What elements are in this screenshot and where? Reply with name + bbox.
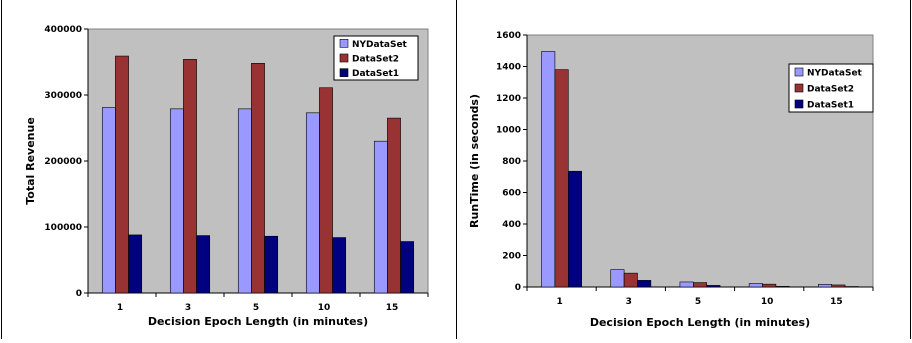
x-tick-label: 1 xyxy=(556,297,562,307)
bar-dataset1-1 xyxy=(568,171,581,287)
bar-nydataset-5 xyxy=(680,282,693,287)
x-tick-label: 5 xyxy=(695,297,701,307)
y-tick-label: 400 xyxy=(502,220,521,230)
runtime-chart: 0 200 400 600 800 1000 1200 1400 1600 1 3 5 10 15 Deci… xyxy=(456,0,912,339)
x-tick-label: 10 xyxy=(318,303,331,313)
y-tick-label: 0 xyxy=(515,283,521,293)
legend-label-nydataset: NYDataSet xyxy=(807,69,863,79)
legend-label-dataset2: DataSet2 xyxy=(807,85,854,95)
bar-nydataset-15 xyxy=(818,284,831,287)
bar-dataset2-3 xyxy=(183,59,196,293)
bar-dataset1-3 xyxy=(637,280,650,287)
bar-nydataset-15 xyxy=(374,141,387,293)
bar-dataset1-10 xyxy=(776,286,789,287)
y-tick-label: 800 xyxy=(502,157,521,167)
runtime-chart-panel: 0 200 400 600 800 1000 1200 1400 1600 1 3 5 10 15 Deci… xyxy=(456,0,912,339)
y-tick-label: 100000 xyxy=(44,223,82,233)
legend-swatch-dataset1 xyxy=(340,69,348,77)
y-tick-label: 1200 xyxy=(496,94,521,104)
bar-dataset1-1 xyxy=(129,235,142,293)
legend-swatch-dataset1 xyxy=(795,100,803,108)
legend-swatch-dataset2 xyxy=(340,54,348,62)
legend-label-nydataset: NYDataSet xyxy=(352,40,408,50)
x-tick-label: 3 xyxy=(626,297,632,307)
bar-nydataset-1 xyxy=(542,52,555,287)
x-tick-label: 3 xyxy=(185,303,191,313)
bar-dataset1-10 xyxy=(333,238,346,293)
bar-dataset2-5 xyxy=(693,283,706,287)
bar-dataset1-15 xyxy=(401,242,414,293)
bar-dataset2-3 xyxy=(624,273,637,287)
bar-nydataset-10 xyxy=(749,284,762,287)
x-tick-label: 15 xyxy=(830,297,843,307)
y-tick-label: 400000 xyxy=(44,25,82,35)
y-tick-label: 1400 xyxy=(496,63,521,73)
bar-dataset1-5 xyxy=(265,236,278,293)
bar-nydataset-3 xyxy=(170,109,183,293)
x-tick-label: 1 xyxy=(117,303,123,313)
legend-label-dataset1: DataSet1 xyxy=(352,69,399,79)
bar-dataset2-1 xyxy=(115,56,128,293)
y-tick-label: 200000 xyxy=(44,157,82,167)
bar-nydataset-3 xyxy=(611,270,624,287)
x-axis-title: Decision Epoch Length (in minutes) xyxy=(590,316,810,329)
bar-nydataset-5 xyxy=(238,109,251,293)
legend-label-dataset1: DataSet1 xyxy=(807,101,854,111)
bar-nydataset-10 xyxy=(306,113,319,293)
x-tick-label: 10 xyxy=(761,297,774,307)
y-axis-title: Total Revenue xyxy=(24,117,37,205)
y-tick-label: 1000 xyxy=(496,126,521,136)
bar-dataset2-15 xyxy=(387,118,400,293)
revenue-chart: 0 100000 200000 300000 400000 1 3 5 10 15 Decision… xyxy=(0,0,456,339)
bar-nydataset-1 xyxy=(102,108,115,293)
x-tick-label: 15 xyxy=(386,303,399,313)
y-axis-title: RunTime (in seconds) xyxy=(468,94,481,228)
bar-dataset2-10 xyxy=(763,284,776,287)
y-tick-label: 200 xyxy=(502,252,521,262)
x-tick-label: 5 xyxy=(253,303,259,313)
bar-dataset2-15 xyxy=(832,285,845,287)
y-tick-label: 600 xyxy=(502,189,521,199)
y-tick-label: 1600 xyxy=(496,31,521,41)
bar-dataset1-3 xyxy=(197,236,210,293)
legend-swatch-nydataset xyxy=(795,68,803,76)
legend-label-dataset2: DataSet2 xyxy=(352,55,399,65)
revenue-chart-panel: 0 100000 200000 300000 400000 1 3 5 10 15 Decision… xyxy=(0,0,456,339)
bar-dataset1-5 xyxy=(707,285,720,287)
x-axis-title: Decision Epoch Length (in minutes) xyxy=(148,315,368,328)
legend-swatch-dataset2 xyxy=(795,84,803,92)
bar-dataset2-5 xyxy=(251,63,264,293)
bar-dataset2-1 xyxy=(555,70,568,287)
legend-swatch-nydataset xyxy=(340,39,348,47)
y-tick-label: 0 xyxy=(76,289,82,299)
y-tick-label: 300000 xyxy=(44,91,82,101)
bar-dataset2-10 xyxy=(319,88,332,293)
